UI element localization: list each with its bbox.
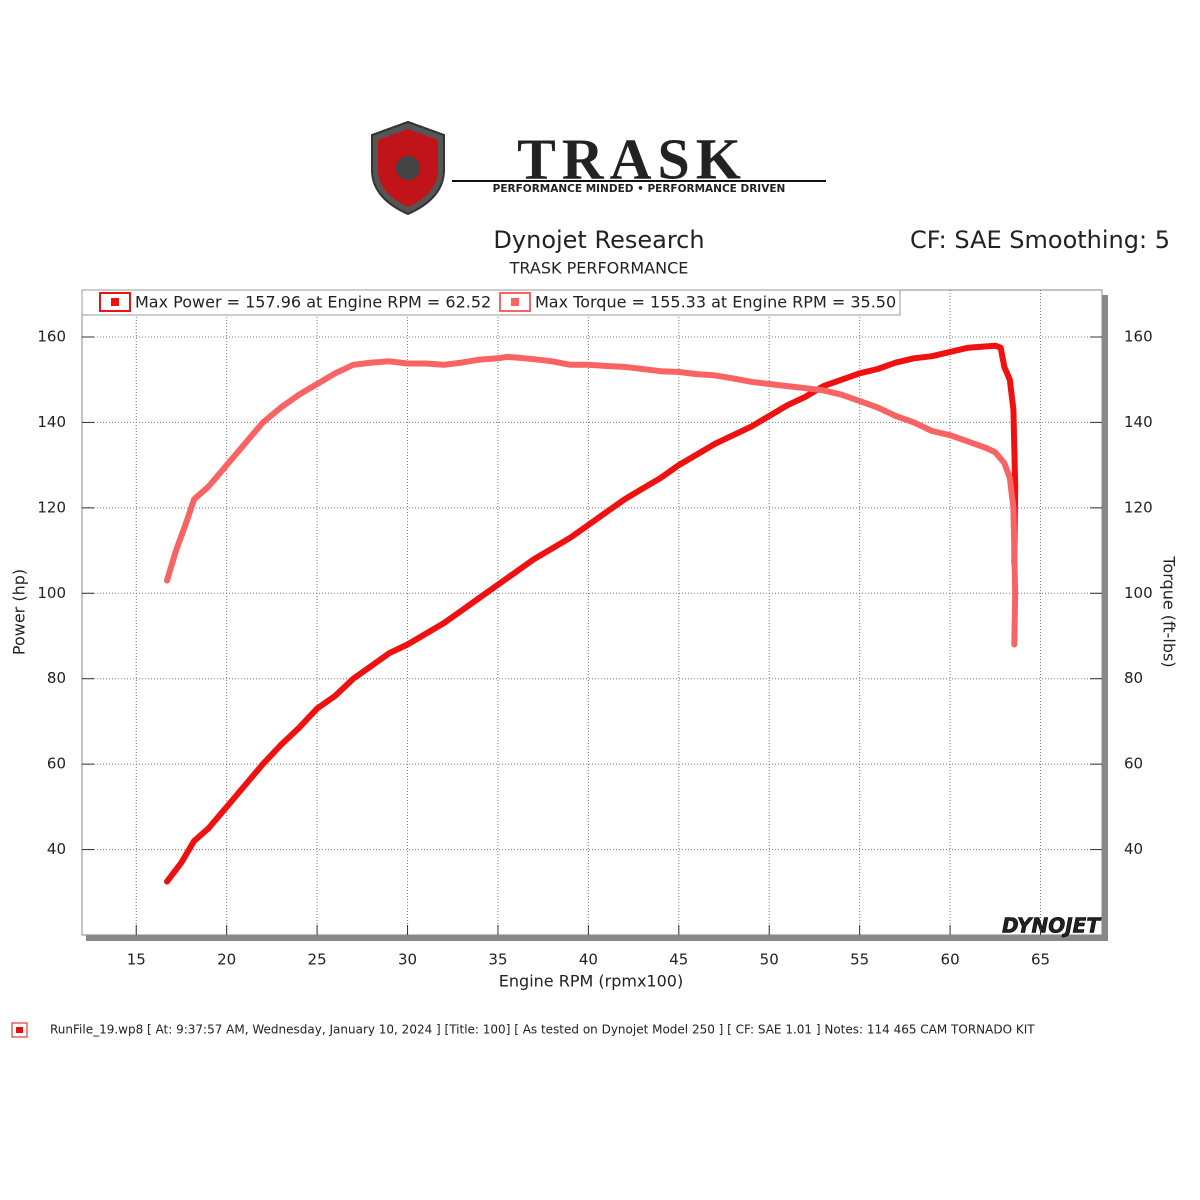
x-tick-label: 45 <box>669 951 688 969</box>
x-tick-label: 25 <box>308 951 327 969</box>
chart-title: Dynojet Research <box>493 226 704 254</box>
y2-tick-label: 160 <box>1124 327 1153 345</box>
x-tick-label: 65 <box>1031 951 1050 969</box>
y-tick-label: 40 <box>47 840 66 858</box>
legend <box>81 289 901 316</box>
plot-area <box>81 289 1103 936</box>
x-tick-label: 15 <box>127 951 146 969</box>
x-tick-label: 40 <box>579 951 598 969</box>
legend-swatch-fill <box>111 298 119 306</box>
x-tick-label: 60 <box>941 951 960 969</box>
y-tick-label: 140 <box>37 413 66 431</box>
legend-label: Max Power = 157.96 at Engine RPM = 62.52 <box>135 293 491 312</box>
y-tick-label: 100 <box>37 584 66 602</box>
y2-tick-label: 100 <box>1124 584 1153 602</box>
y-tick-label: 120 <box>37 498 66 516</box>
watermark: DYNOJET <box>1002 914 1101 938</box>
logo-shield <box>371 120 445 216</box>
x-axis-label: Engine RPM (rpmx100) <box>499 972 683 991</box>
footer: RunFile_19.wp8 [ At: 9:37:57 AM, Wednesd… <box>50 1023 1035 1037</box>
footer-icon-fill <box>16 1027 23 1033</box>
x-tick-label: 55 <box>850 951 869 969</box>
y-tick-label: 60 <box>47 755 66 773</box>
y2-axis-label: Torque (ft-lbs) <box>1160 555 1179 667</box>
x-tick-label: 35 <box>488 951 507 969</box>
y-tick-label: 160 <box>37 327 66 345</box>
x-tick-label: 30 <box>398 951 417 969</box>
y2-tick-label: 40 <box>1124 840 1143 858</box>
y2-tick-label: 60 <box>1124 755 1143 773</box>
series-line <box>164 342 1019 885</box>
annotation: CF: SAE Smoothing: 5 <box>910 226 1170 254</box>
logo-tagline: PERFORMANCE MINDED • PERFORMANCE DRIVEN <box>493 183 786 195</box>
y-tick-label: 80 <box>47 669 66 687</box>
y2-tick-label: 80 <box>1124 669 1143 687</box>
y2-tick-label: 140 <box>1124 413 1153 431</box>
series-line <box>164 353 1019 648</box>
legend-label: Max Torque = 155.33 at Engine RPM = 35.5… <box>535 293 896 312</box>
y-axis-label: Power (hp) <box>10 569 29 655</box>
x-tick-label: 50 <box>760 951 779 969</box>
y2-tick-label: 120 <box>1124 498 1153 516</box>
legend-swatch-fill <box>511 298 519 306</box>
x-tick-label: 20 <box>217 951 236 969</box>
chart-subtitle: TRASK PERFORMANCE <box>509 259 689 278</box>
